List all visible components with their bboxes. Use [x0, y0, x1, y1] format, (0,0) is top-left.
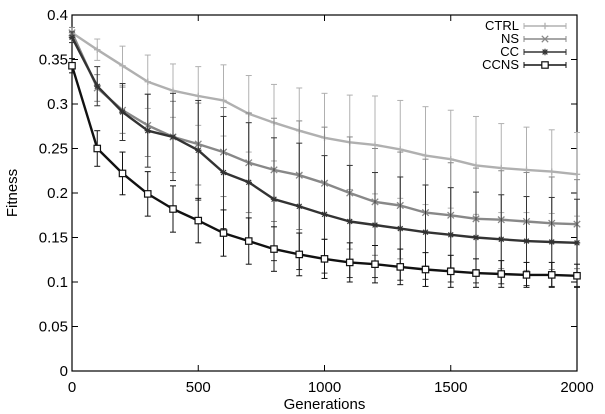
ccns-point — [295, 250, 304, 259]
cc-point — [397, 225, 404, 232]
cc-point — [220, 169, 227, 176]
legend-item-ns: NS — [501, 31, 567, 46]
axis-tick-labels: 0 0.05 0.1 0.15 0.2 0.25 0.3 0.35 0.4 0 500 1000 150… — [39, 7, 594, 396]
ccns-point — [497, 270, 506, 278]
y-tick-label: 0.25 — [39, 141, 68, 158]
ctrl-point — [498, 164, 505, 172]
x-axis-label: Generations — [284, 396, 366, 413]
legend-marker-ns — [541, 35, 549, 43]
ccns-point — [93, 144, 102, 153]
y-tick-label: 0.1 — [47, 274, 68, 291]
series-ccns — [68, 58, 581, 288]
cc-point — [119, 108, 126, 116]
ccns-point — [371, 260, 379, 269]
ctrl-point — [144, 78, 151, 85]
ctrl-point — [94, 46, 101, 53]
y-tick-label: 0 — [60, 363, 68, 380]
ctrl-point — [422, 152, 429, 159]
ccns-point — [396, 263, 405, 271]
cc-point — [321, 211, 328, 218]
ctrl-point — [523, 166, 530, 174]
legend-label-ns: NS — [501, 31, 519, 46]
ctrl-point — [220, 97, 227, 104]
cc-point — [169, 133, 177, 141]
ccns-point — [472, 269, 480, 277]
ccns-point — [573, 271, 581, 280]
ccns-point — [68, 61, 76, 70]
cc-point — [548, 238, 555, 246]
ctrl-point — [472, 162, 480, 169]
ccns-point — [320, 255, 329, 263]
ccns-point — [219, 229, 228, 237]
cc-point — [94, 83, 101, 90]
ccns-point — [522, 271, 531, 279]
legend-item-ctrl: CTRL — [485, 18, 567, 33]
cc-point — [144, 127, 151, 134]
legend-label-cc: CC — [500, 44, 519, 59]
cc-point — [371, 221, 379, 229]
ccns-point — [143, 190, 152, 198]
y-tick-label: 0.3 — [47, 96, 68, 113]
x-tick-label: 1000 — [308, 379, 341, 396]
cc-point — [472, 234, 480, 241]
legend-item-ccns: CCNS — [482, 57, 567, 72]
ctrl-point — [371, 141, 379, 149]
x-tick-label: 1500 — [434, 379, 467, 396]
ccns-point — [244, 237, 253, 245]
ccns-point — [446, 267, 455, 276]
ctrl-point — [119, 62, 126, 69]
y-tick-label: 0.35 — [39, 52, 68, 69]
ccns-point — [547, 271, 556, 279]
x-tick-label: 2000 — [560, 379, 593, 396]
cc-point — [270, 196, 278, 203]
ccns-point — [194, 216, 203, 225]
y-tick-label: 0.05 — [39, 319, 68, 336]
ctrl-point — [548, 168, 555, 175]
x-tick-label: 500 — [186, 379, 211, 396]
cc-point — [523, 237, 530, 245]
y-axis-label: Fitness — [4, 169, 21, 217]
cc-point — [245, 179, 252, 186]
y-tick-label: 0.4 — [47, 7, 68, 24]
legend-marker-cc — [541, 48, 549, 56]
ccns-point — [169, 205, 177, 213]
x-tick-label: 0 — [68, 379, 76, 396]
ccns-point — [421, 265, 430, 274]
ccns-point — [270, 245, 278, 253]
axis-ticks — [71, 14, 578, 372]
ctrl-point — [195, 92, 202, 100]
cc-point — [195, 147, 202, 154]
legend-label-ctrl: CTRL — [485, 18, 519, 33]
ccns-point — [345, 258, 354, 267]
y-tick-label: 0.2 — [47, 185, 68, 202]
y-tick-label: 0.15 — [39, 230, 68, 247]
cc-point — [447, 231, 454, 239]
legend-item-cc: CC — [500, 44, 567, 59]
cc-point — [346, 218, 353, 225]
ctrl-point — [573, 171, 581, 178]
ctrl-point — [169, 87, 177, 94]
ctrl-point — [447, 155, 454, 163]
cc-point — [296, 203, 303, 210]
cc-point — [498, 236, 505, 243]
series-layer — [68, 26, 581, 288]
legend-marker-ctrl — [541, 22, 549, 30]
ccns-point — [118, 169, 127, 178]
cc-point — [422, 228, 429, 236]
legend-label-ccns: CCNS — [482, 57, 519, 72]
ctrl-point — [397, 146, 404, 153]
cc-point — [573, 239, 581, 247]
cc-point — [68, 34, 76, 41]
legend-marker-ccns — [541, 61, 549, 69]
